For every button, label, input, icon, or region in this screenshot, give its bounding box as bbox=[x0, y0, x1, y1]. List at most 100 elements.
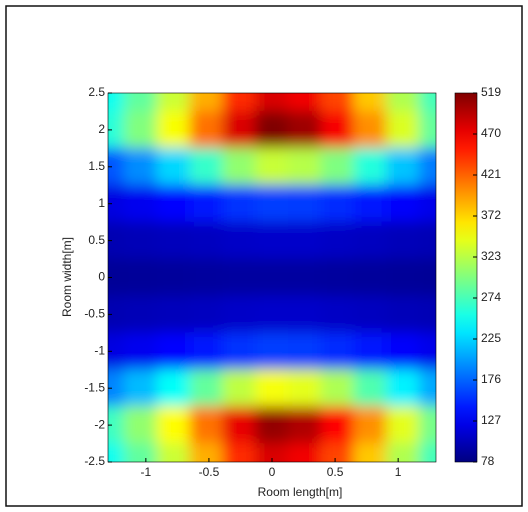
heat-cell bbox=[353, 443, 388, 462]
heat-cell bbox=[255, 406, 289, 445]
heat-cell bbox=[156, 110, 191, 149]
y-tick-label: 0 bbox=[98, 270, 105, 284]
heat-cell bbox=[222, 295, 257, 334]
heat-cell bbox=[320, 258, 355, 297]
heat-cell bbox=[419, 93, 436, 112]
heat-cell bbox=[222, 184, 257, 223]
heat-cell bbox=[189, 184, 224, 223]
colorbar-tick-label: 519 bbox=[481, 85, 501, 99]
heat-cell bbox=[189, 93, 224, 112]
heat-cell bbox=[287, 258, 322, 297]
heat-cell bbox=[123, 295, 158, 334]
heat-cell bbox=[419, 221, 436, 260]
heat-cell bbox=[386, 369, 421, 408]
heat-cell bbox=[287, 295, 322, 334]
heat-cell bbox=[189, 258, 224, 297]
heat-cell bbox=[123, 184, 158, 223]
heat-cell bbox=[353, 147, 388, 186]
heat-cell bbox=[255, 443, 289, 462]
heat-cell bbox=[123, 443, 158, 462]
heat-cell bbox=[353, 369, 388, 408]
heat-cell bbox=[108, 369, 125, 408]
heat-cell bbox=[222, 369, 257, 408]
heat-cell bbox=[386, 93, 421, 112]
heat-cell bbox=[287, 332, 322, 371]
heat-cell bbox=[255, 295, 289, 334]
heat-cell bbox=[189, 406, 224, 445]
heat-cell bbox=[255, 258, 289, 297]
heat-cell bbox=[123, 332, 158, 371]
heat-cell bbox=[419, 295, 436, 334]
heat-cell bbox=[386, 221, 421, 260]
y-tick-label: -0.5 bbox=[84, 307, 105, 321]
heat-cell bbox=[287, 221, 322, 260]
y-tick-label: 1.5 bbox=[88, 159, 105, 173]
heat-cell bbox=[353, 93, 388, 112]
x-tick-label: -0.5 bbox=[199, 465, 220, 479]
heat-cell bbox=[255, 147, 289, 186]
heat-cell bbox=[108, 221, 125, 260]
heat-cell bbox=[287, 147, 322, 186]
heat-cell bbox=[353, 258, 388, 297]
heat-cell bbox=[156, 221, 191, 260]
x-tick-label: 0 bbox=[269, 465, 276, 479]
colorbar-tick-label: 225 bbox=[481, 331, 501, 345]
heat-cell bbox=[287, 93, 322, 112]
heat-cell bbox=[189, 295, 224, 334]
heat-cell bbox=[108, 443, 125, 462]
heat-cell bbox=[419, 147, 436, 186]
heat-cell bbox=[108, 258, 125, 297]
heat-cell bbox=[320, 369, 355, 408]
y-tick-label: -1.5 bbox=[84, 380, 105, 394]
heat-cell bbox=[320, 147, 355, 186]
heat-cell bbox=[156, 332, 191, 371]
heat-cell bbox=[123, 258, 158, 297]
heat-cell bbox=[287, 110, 322, 149]
heat-cell bbox=[189, 369, 224, 408]
heat-cell bbox=[222, 406, 257, 445]
heat-cell bbox=[419, 369, 436, 408]
heat-cell bbox=[353, 221, 388, 260]
y-axis-label: Room width[m] bbox=[60, 237, 74, 317]
heat-cell bbox=[386, 406, 421, 445]
heat-cell bbox=[189, 443, 224, 462]
heat-cell bbox=[287, 406, 322, 445]
heat-cell bbox=[156, 295, 191, 334]
heat-cell bbox=[108, 110, 125, 149]
heat-cell bbox=[353, 406, 388, 445]
heat-cell bbox=[123, 221, 158, 260]
heat-cell bbox=[123, 93, 158, 112]
heat-cell bbox=[255, 110, 289, 149]
y-tick-label: 0.5 bbox=[88, 233, 105, 247]
heat-cell bbox=[108, 406, 125, 445]
heat-cell bbox=[386, 443, 421, 462]
heat-cell bbox=[222, 258, 257, 297]
colorbar-tick-label: 127 bbox=[481, 413, 501, 427]
heat-cell bbox=[156, 147, 191, 186]
x-axis-label: Room length[m] bbox=[258, 485, 343, 499]
heat-cell bbox=[386, 184, 421, 223]
heat-cell bbox=[320, 295, 355, 334]
heat-cell bbox=[189, 332, 224, 371]
heat-cell bbox=[320, 443, 355, 462]
heat-cell bbox=[189, 147, 224, 186]
heat-cell bbox=[386, 147, 421, 186]
heat-cell bbox=[419, 443, 436, 462]
heat-cell bbox=[156, 443, 191, 462]
heat-cell bbox=[320, 93, 355, 112]
heat-cell bbox=[320, 184, 355, 223]
heat-cell bbox=[419, 110, 436, 149]
heat-cell bbox=[320, 406, 355, 445]
heat-cell bbox=[222, 221, 257, 260]
heat-cell bbox=[353, 295, 388, 334]
colorbar-tick-label: 78 bbox=[481, 454, 495, 468]
heat-cell bbox=[108, 147, 125, 186]
heat-cell bbox=[156, 184, 191, 223]
heat-cell bbox=[222, 110, 257, 149]
colorbar-tick-label: 372 bbox=[481, 208, 501, 222]
heat-cell bbox=[123, 147, 158, 186]
heat-cell bbox=[222, 443, 257, 462]
heat-cell bbox=[255, 221, 289, 260]
heat-cell bbox=[320, 221, 355, 260]
